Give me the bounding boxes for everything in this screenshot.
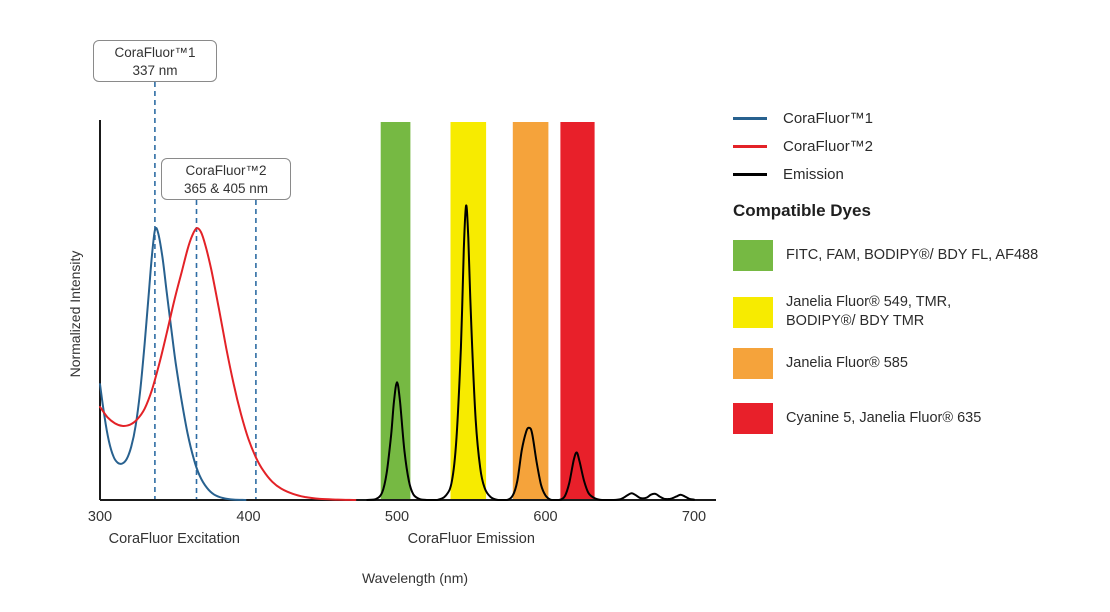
curve-corafluor-1: [99, 226, 247, 501]
dye-band-orange: [512, 122, 549, 500]
x-tick-label: 400: [236, 509, 260, 525]
x-tick-label: 700: [682, 509, 706, 525]
legend-item-corafluor2: CoraFluor™2: [733, 132, 873, 160]
dye-row-orange: Janelia Fluor® 585: [733, 348, 908, 379]
dye-row-yellow: Janelia Fluor® 549, TMR, BODIPY®/ BDY TM…: [733, 293, 951, 331]
compatible-dyes-heading: Compatible Dyes: [733, 201, 871, 220]
dye-label: Cyanine 5, Janelia Fluor® 635: [786, 410, 982, 426]
dye-swatch-red: [733, 403, 773, 434]
callout-corafluor1-excitation-max: CoraFluor™1 337 nm: [93, 40, 217, 82]
legend-item-corafluor1: CoraFluor™1: [733, 104, 873, 132]
x-tick-label: 300: [88, 509, 112, 525]
x-group-label: CoraFluor Emission: [408, 531, 535, 547]
legend-label: Emission: [783, 165, 844, 183]
dye-swatch-orange: [733, 348, 773, 379]
legend: CoraFluor™1 CoraFluor™2 Emission: [733, 104, 873, 188]
dye-band-green: [380, 122, 411, 500]
legend-line-swatch-blue: [733, 116, 767, 120]
callout-corafluor2-excitation-max: CoraFluor™2 365 & 405 nm: [161, 158, 291, 200]
x-axis-label: Wavelength (nm): [361, 570, 469, 586]
legend-line-swatch-red: [733, 144, 767, 148]
callout-value: 337 nm: [132, 63, 178, 78]
dye-swatch-yellow: [733, 296, 773, 328]
curve-emission: [366, 204, 695, 502]
legend-line-swatch-black: [733, 172, 767, 176]
y-axis-label: Normalized Intensity: [67, 250, 83, 378]
dye-band-red: [560, 122, 595, 500]
legend-item-emission: Emission: [733, 160, 873, 188]
dye-swatch-green: [733, 240, 773, 271]
dye-row-green: FITC, FAM, BODIPY®/ BDY FL, AF488: [733, 240, 1038, 271]
dye-row-red: Cyanine 5, Janelia Fluor® 635: [733, 403, 981, 434]
x-group-label: CoraFluor Excitation: [109, 531, 240, 547]
x-tick-label: 500: [385, 509, 409, 525]
dye-label: FITC, FAM, BODIPY®/ BDY FL, AF488: [786, 247, 1039, 263]
callout-title: CoraFluor™2: [185, 163, 267, 178]
legend-label: CoraFluor™2: [783, 137, 874, 155]
dye-label: Janelia Fluor® 549, TMR, BODIPY®/ BDY TM…: [786, 294, 952, 329]
callout-title: CoraFluor™1: [114, 45, 196, 60]
dye-label: Janelia Fluor® 585: [786, 355, 908, 371]
legend-label: CoraFluor™1: [783, 109, 874, 127]
callout-value: 365 & 405 nm: [183, 181, 269, 196]
curve-corafluor-2: [99, 227, 357, 501]
x-tick-label: 600: [533, 509, 557, 525]
